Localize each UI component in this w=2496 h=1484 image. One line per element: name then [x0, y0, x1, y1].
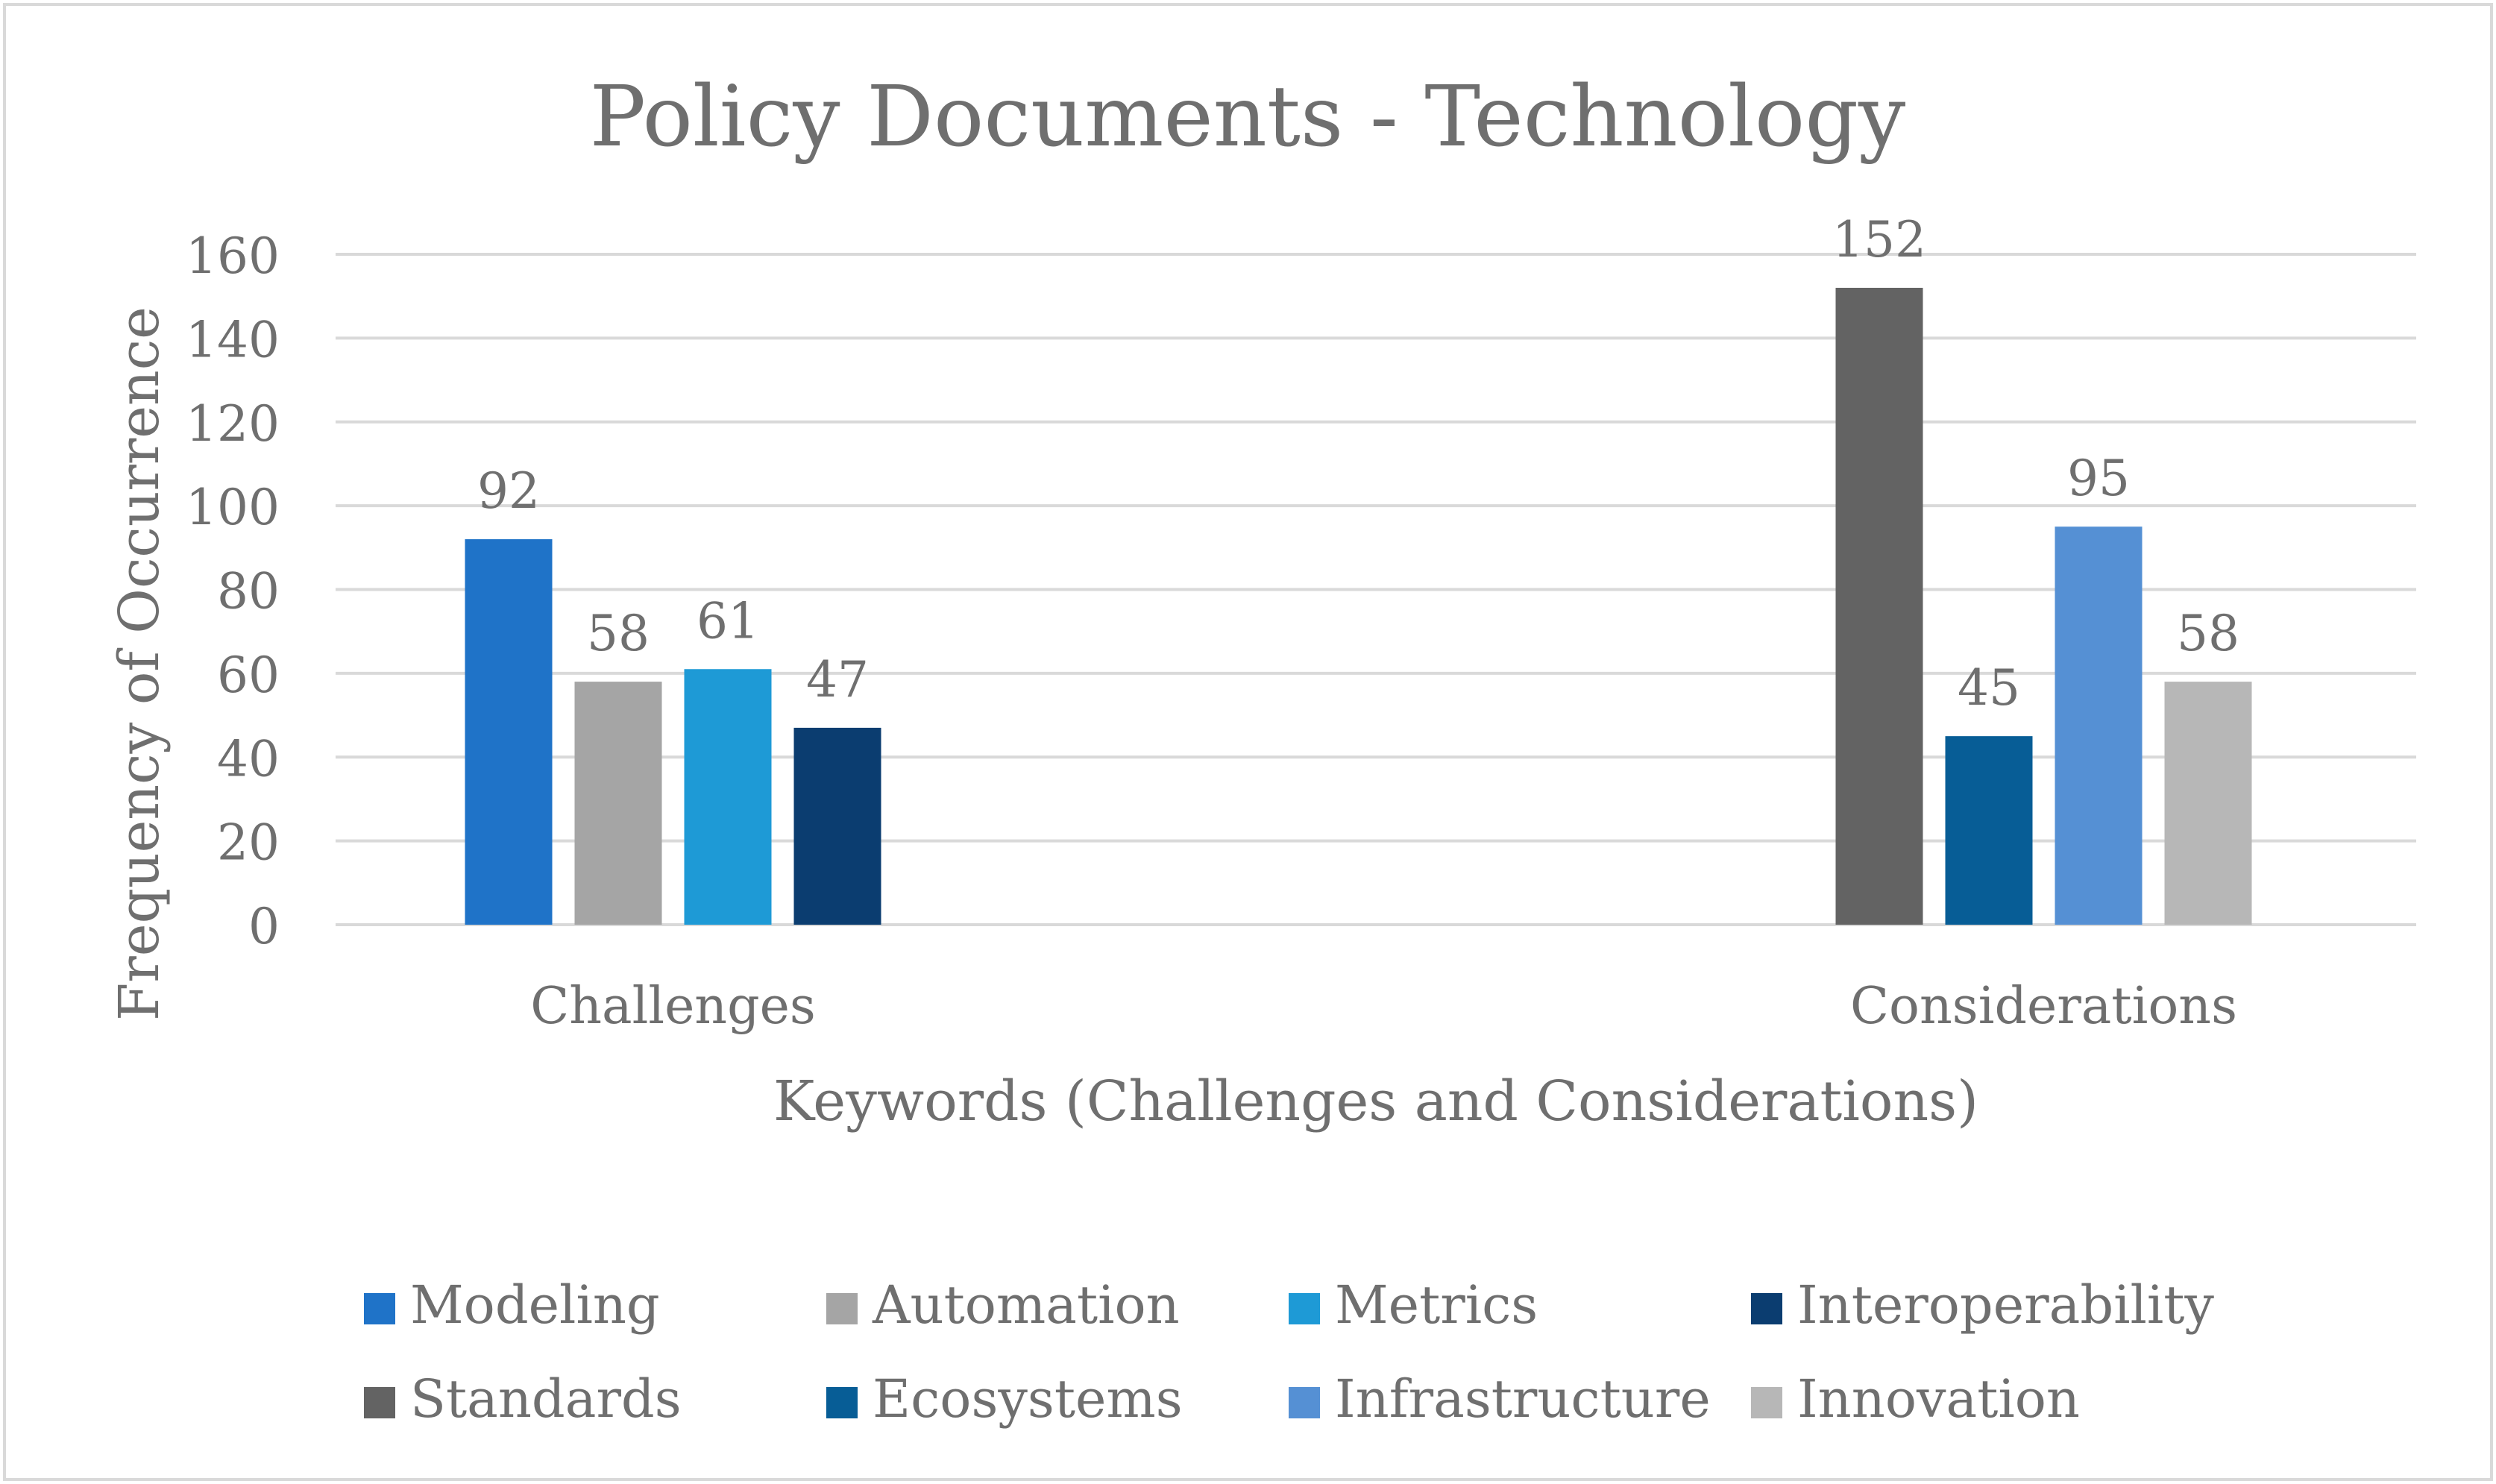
bar-innovation-considerations	[2164, 682, 2252, 925]
y-tick-label: 0	[248, 898, 280, 955]
data-label-interoperability: 47	[806, 651, 869, 708]
legend-label-innovation: Innovation	[1797, 1368, 2080, 1430]
legend-label-infrastructure: Infrastructure	[1335, 1368, 1711, 1430]
y-tick-labels: 0 20 40 60 80 100 120 140 160	[186, 227, 280, 955]
legend-label-interoperability: Interoperability	[1797, 1274, 2214, 1336]
x-axis-label: Keywords (Challenges and Considerations)	[773, 1069, 1978, 1134]
bar-metrics-challenges	[684, 669, 772, 925]
data-label-innovation: 58	[2177, 605, 2239, 662]
y-tick-label: 100	[186, 479, 280, 536]
data-labels: 92 58 61 47 152 45 95 58	[477, 211, 2239, 717]
y-tick-label: 80	[217, 563, 280, 620]
legend-swatch-standards	[364, 1387, 395, 1418]
legend-swatch-modeling	[364, 1293, 395, 1324]
bars	[465, 287, 2252, 925]
y-tick-label: 160	[186, 227, 280, 285]
legend: Modeling Automation Metrics Interoperabilit…	[364, 1274, 2214, 1430]
chart-title: Policy Documents - Technology	[590, 69, 1906, 166]
data-label-automation: 58	[587, 605, 650, 662]
x-tick-labels: Challenges Considerations	[530, 977, 2237, 1036]
legend-label-ecosystems: Ecosystems	[873, 1368, 1183, 1430]
data-label-ecosystems: 45	[1958, 659, 2020, 717]
y-axis-label: Frequency of Occurrence	[107, 306, 172, 1021]
legend-swatch-interoperability	[1751, 1293, 1782, 1324]
x-tick-label-challenges: Challenges	[530, 977, 816, 1036]
legend-swatch-automation	[826, 1293, 858, 1324]
data-label-modeling: 92	[477, 462, 540, 520]
legend-label-modeling: Modeling	[410, 1274, 660, 1336]
bar-infrastructure-considerations	[2055, 526, 2143, 925]
y-tick-label: 20	[217, 814, 280, 872]
legend-label-metrics: Metrics	[1335, 1274, 1538, 1336]
bar-automation-challenges	[574, 682, 662, 925]
data-label-infrastructure: 95	[2067, 450, 2130, 507]
y-tick-label: 40	[217, 730, 280, 787]
bar-ecosystems-considerations	[1945, 736, 2033, 925]
y-tick-label: 120	[186, 395, 280, 453]
bar-interoperability-challenges	[793, 727, 881, 925]
legend-swatch-ecosystems	[826, 1387, 858, 1418]
legend-swatch-metrics	[1289, 1293, 1320, 1324]
bar-modeling-challenges	[465, 539, 553, 925]
legend-label-standards: Standards	[410, 1368, 682, 1430]
data-label-metrics: 61	[697, 592, 759, 650]
legend-swatch-infrastructure	[1289, 1387, 1320, 1418]
legend-swatch-innovation	[1751, 1387, 1782, 1418]
legend-label-automation: Automation	[872, 1274, 1180, 1336]
x-tick-label-considerations: Considerations	[1850, 977, 2237, 1036]
data-label-standards: 152	[1832, 211, 1926, 268]
y-tick-label: 60	[217, 647, 280, 704]
bar-standards-considerations	[1835, 287, 1923, 925]
y-tick-label: 140	[186, 311, 280, 368]
